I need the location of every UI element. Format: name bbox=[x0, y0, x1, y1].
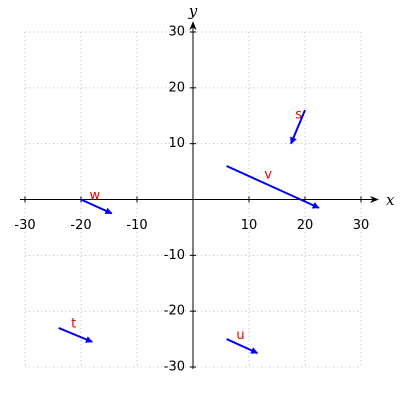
vector-label: w bbox=[90, 188, 101, 203]
vector bbox=[226, 165, 320, 209]
y-axis-label: y bbox=[188, 2, 198, 20]
x-tick-label: -30 bbox=[14, 218, 35, 233]
y-tick-label: 30 bbox=[168, 25, 185, 40]
y-tick-label: -30 bbox=[164, 360, 185, 375]
x-tick-label: 30 bbox=[353, 218, 370, 233]
vector bbox=[58, 326, 93, 343]
x-tick-label: -10 bbox=[126, 218, 147, 233]
vector-label: t bbox=[71, 317, 76, 332]
y-tick-label: -20 bbox=[164, 304, 185, 319]
y-tick-label: -10 bbox=[164, 248, 185, 263]
y-tick-label: 10 bbox=[168, 136, 185, 151]
y-tick-label: 20 bbox=[168, 80, 185, 95]
vector-label: u bbox=[236, 328, 244, 343]
vector-label: v bbox=[264, 167, 272, 182]
x-tick-label: 20 bbox=[297, 218, 314, 233]
vector bbox=[290, 109, 306, 145]
x-tick-label: 10 bbox=[241, 218, 258, 233]
vector bbox=[80, 198, 113, 215]
vector-label: s bbox=[295, 108, 302, 123]
vector bbox=[226, 338, 259, 354]
x-axis-label: x bbox=[386, 191, 395, 209]
x-tick-label: -20 bbox=[70, 218, 91, 233]
